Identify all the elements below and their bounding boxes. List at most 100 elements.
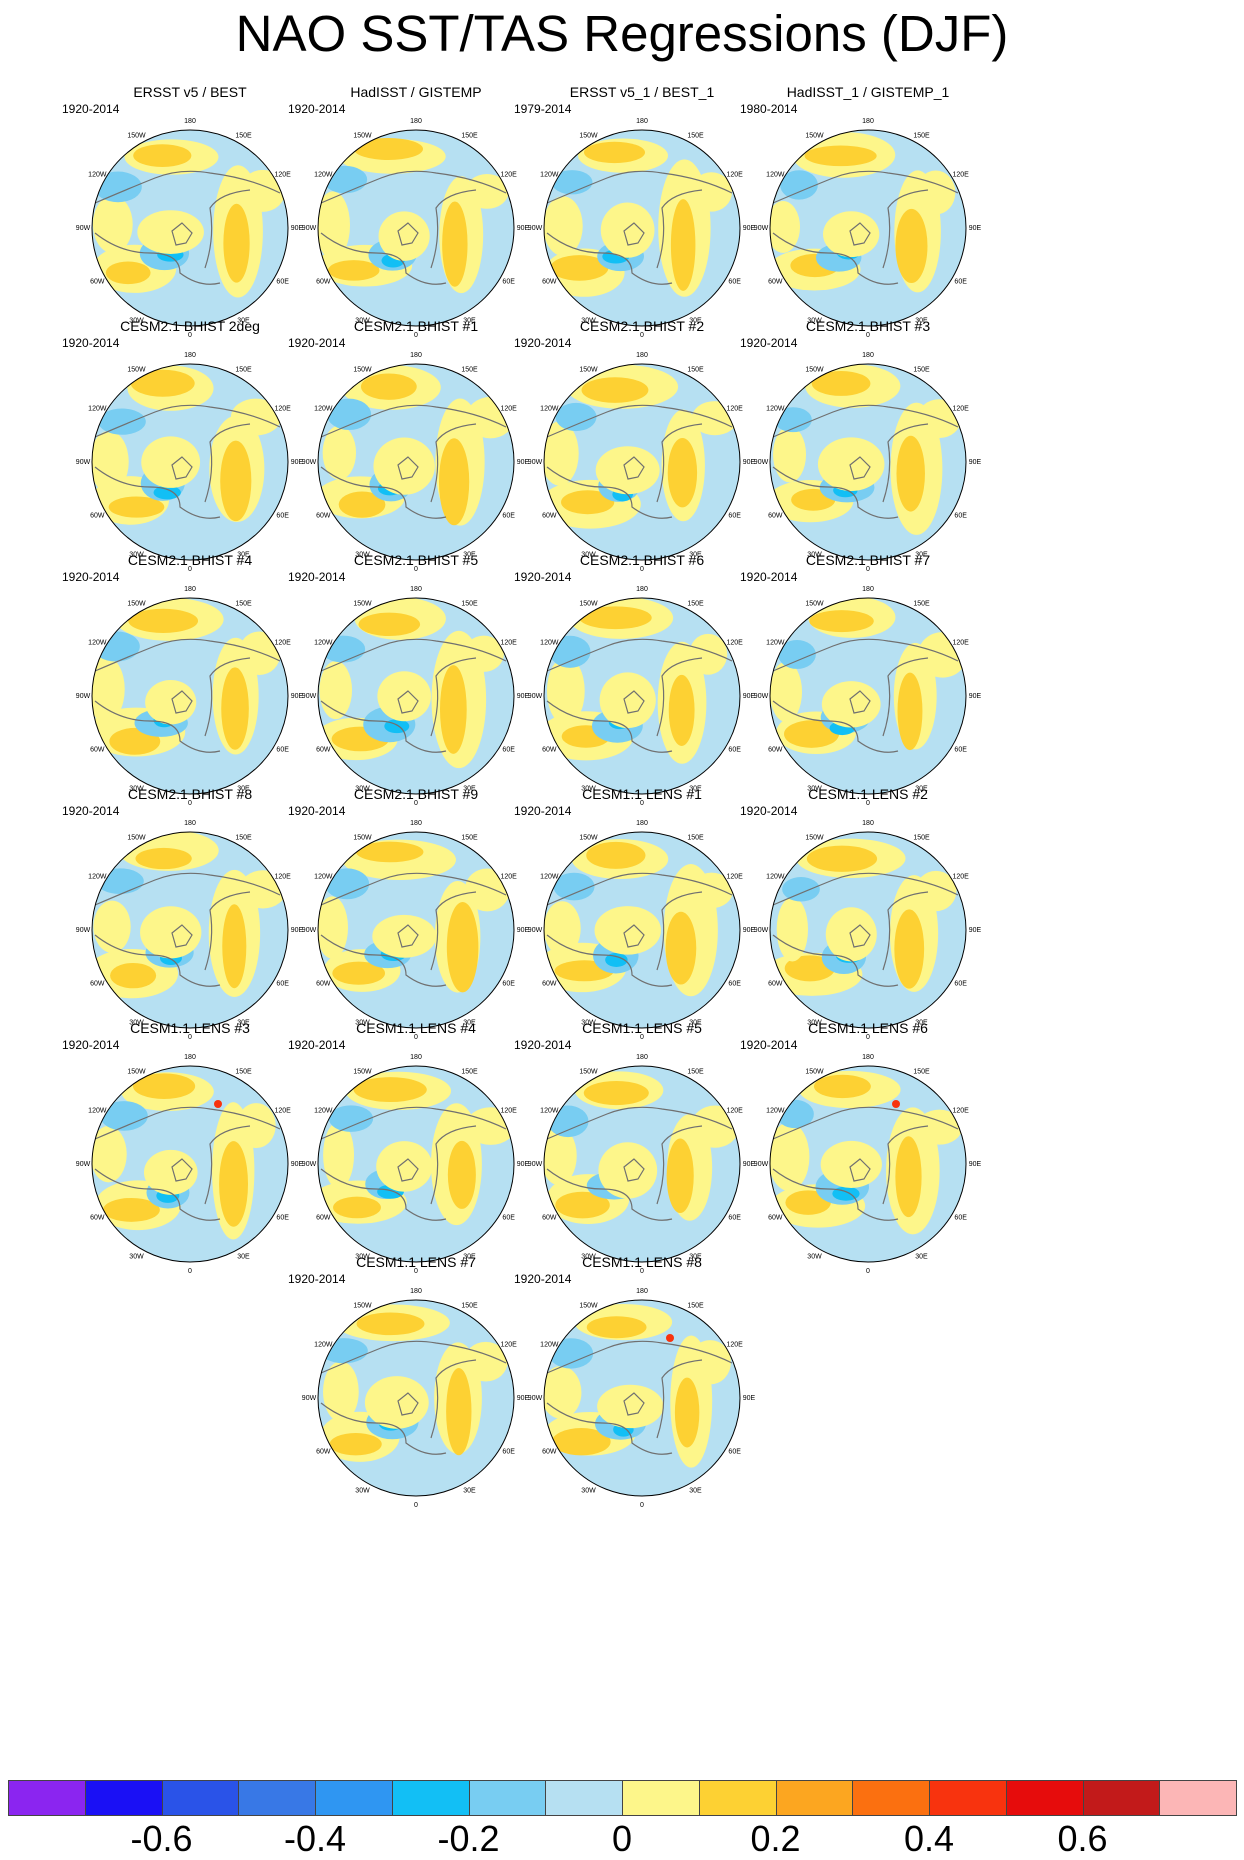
coastline	[397, 456, 419, 480]
panel-period: 1920-2014	[514, 804, 572, 818]
anomaly-contour	[236, 1103, 276, 1149]
colorbar-box	[391, 1780, 470, 1816]
polar-stereographic-map: 180 150E 120E 90E 60E 30E 0 30W 60W 90W 120W 150W	[302, 118, 530, 339]
panel-period: 1920-2014	[62, 804, 120, 818]
longitude-label: 30E	[915, 1254, 928, 1261]
coastline	[94, 872, 281, 906]
anomaly-contour	[549, 635, 591, 668]
longitude-label: 30W	[807, 552, 822, 559]
coastline	[772, 466, 899, 519]
longitude-label: 60W	[542, 981, 557, 988]
longitude-label: 0	[640, 1034, 644, 1041]
longitude-label: 180	[636, 352, 648, 359]
panel-period: 1920-2014	[288, 1038, 346, 1052]
longitude-label: 180	[184, 352, 196, 359]
longitude-label: 60W	[542, 1215, 557, 1222]
coastline	[430, 423, 477, 503]
colorbar-box	[775, 1780, 854, 1816]
longitude-label: 150E	[461, 132, 478, 139]
coastline	[204, 189, 251, 269]
longitude-label: 120E	[500, 874, 517, 881]
anomaly-contour	[605, 952, 628, 967]
longitude-label: 150W	[805, 834, 824, 841]
coastline	[397, 1158, 419, 1182]
longitude-label: 0	[414, 332, 418, 339]
anomaly-contour	[221, 667, 249, 750]
map-border	[317, 831, 515, 1029]
panel-title: CESM1.1 LENS #4	[356, 1020, 476, 1036]
anomaly-contour	[544, 901, 581, 956]
map-border	[543, 831, 741, 1029]
coastline	[397, 1392, 419, 1416]
longitude-label: 30E	[915, 1020, 928, 1027]
colorbar-tick-label: 0.6	[1057, 1818, 1108, 1859]
longitude-label: 120W	[314, 874, 333, 881]
longitude-label: 180	[410, 1054, 422, 1061]
longitude-label: 150E	[461, 366, 478, 373]
longitude-label: 120E	[952, 874, 969, 881]
longitude-label: 150W	[579, 1302, 598, 1309]
coastline	[849, 222, 871, 246]
longitude-label: 120W	[88, 1108, 107, 1115]
coastline	[171, 1158, 193, 1182]
longitude-label: 180	[636, 820, 648, 827]
longitude-label: 150E	[461, 600, 478, 607]
longitude-label: 30E	[237, 552, 250, 559]
longitude-label: 60E	[728, 747, 741, 754]
longitude-label: 60W	[542, 513, 557, 520]
anomaly-contour	[102, 1197, 160, 1222]
longitude-label: 60E	[502, 747, 515, 754]
longitude-label: 90W	[302, 225, 317, 232]
coastline	[623, 222, 645, 246]
map-panel: CESM2.1 BHIST #4 1920-2014 180 150E 120E 90E 6…	[56, 552, 324, 822]
longitude-label: 60E	[502, 513, 515, 520]
anomaly-contour	[338, 491, 386, 518]
map-panel: ERSST v5 / BEST 1920-2014 180 150E 120E 90E 60…	[56, 84, 324, 354]
map-panel: CESM2.1 BHIST #2 1920-2014 180 150E 120E 90E 6…	[508, 318, 776, 588]
panel-title: CESM2.1 BHIST #6	[579, 552, 705, 568]
anomaly-contour	[319, 661, 353, 720]
longitude-label: 60W	[316, 513, 331, 520]
longitude-label: 150W	[353, 366, 372, 373]
longitude-label: 30E	[689, 1488, 702, 1495]
longitude-label: 60W	[90, 513, 105, 520]
longitude-label: 60E	[728, 279, 741, 286]
longitude-label: 60W	[316, 747, 331, 754]
longitude-label: 180	[410, 118, 422, 125]
panel-title: CESM1.1 LENS #6	[808, 1020, 928, 1036]
coastline	[430, 891, 477, 971]
anomaly-contour	[92, 656, 125, 723]
panel-period: 1920-2014	[288, 102, 346, 116]
longitude-label: 150E	[687, 1068, 704, 1075]
panel-period: 1920-2014	[288, 336, 346, 350]
map-panel: CESM2.1 BHIST #7 1920-2014 180 150E 120E 90E 6…	[734, 552, 1002, 822]
panel-period: 1920-2014	[62, 570, 120, 584]
longitude-label: 90W	[528, 1395, 543, 1402]
longitude-label: 120W	[540, 1342, 559, 1349]
colorbar-tick-label: -0.6	[130, 1818, 193, 1859]
colorbar-box	[1159, 1780, 1237, 1816]
longitude-label: 150W	[353, 1302, 372, 1309]
panel-period: 1920-2014	[514, 1272, 572, 1286]
longitude-label: 30W	[581, 1020, 596, 1027]
anomaly-contour	[770, 661, 803, 722]
colorbar-box	[929, 1780, 1007, 1816]
longitude-label: 90W	[302, 459, 317, 466]
panel-title: CESM2.1 BHIST 2deg	[120, 318, 260, 334]
longitude-label: 60E	[502, 1449, 515, 1456]
anomaly-contour	[581, 377, 649, 403]
longitude-label: 30E	[237, 786, 250, 793]
longitude-label: 60E	[276, 279, 289, 286]
anomaly-contour	[820, 1140, 882, 1188]
colorbar-box	[315, 1780, 393, 1816]
longitude-label: 30E	[463, 1020, 476, 1027]
anomaly-contour	[328, 1105, 374, 1132]
anomaly-contour	[141, 436, 201, 488]
anomaly-contour	[446, 1367, 472, 1456]
longitude-label: 60W	[768, 513, 783, 520]
anomaly-contour	[784, 720, 840, 748]
coastline	[623, 924, 645, 948]
anomaly-contour	[895, 208, 928, 284]
longitude-label: 150W	[353, 600, 372, 607]
longitude-label: 90E	[969, 225, 982, 232]
